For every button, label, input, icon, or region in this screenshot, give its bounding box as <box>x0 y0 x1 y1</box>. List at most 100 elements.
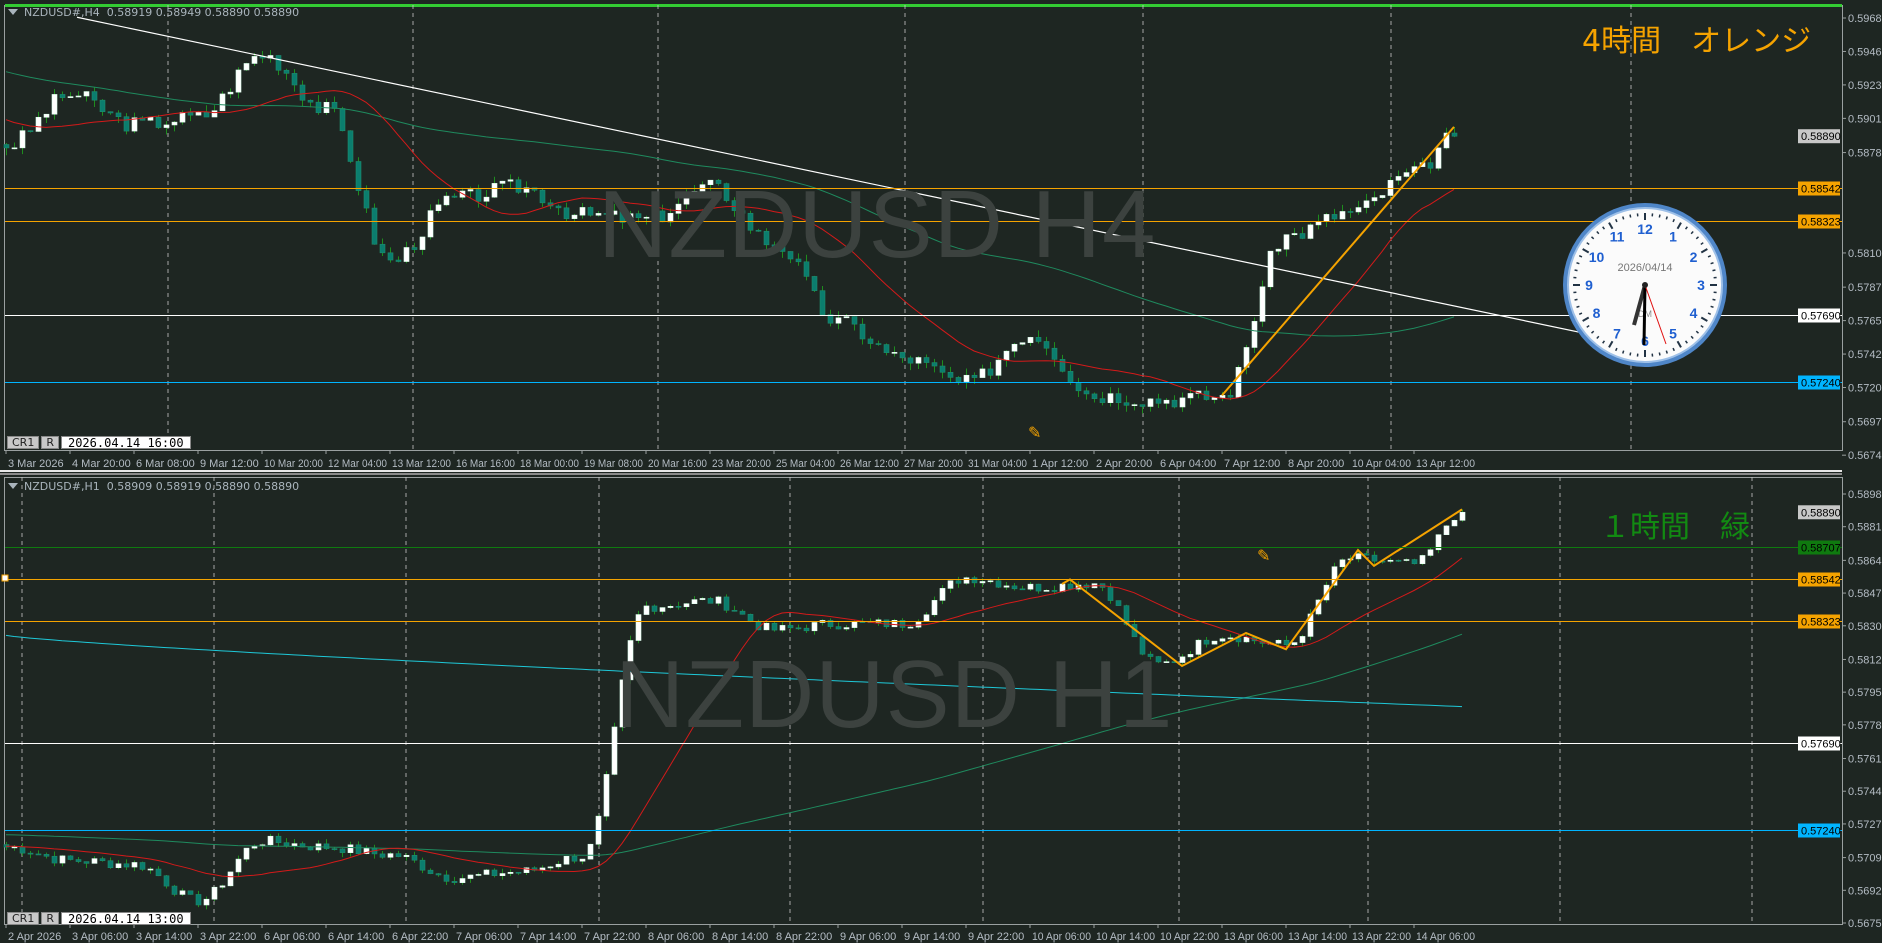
candle-bull <box>115 863 122 869</box>
clock-tick <box>1590 236 1595 240</box>
candle-bull <box>235 69 242 93</box>
clock-tick <box>1615 347 1618 352</box>
candle-bull <box>467 874 474 879</box>
analog-clock-widget[interactable]: 1212345678910112026/04/14DM <box>1560 200 1730 370</box>
candle-bull <box>1427 549 1434 556</box>
candle-bull <box>1019 342 1026 345</box>
candle-bull <box>387 853 394 858</box>
x-tick-label: 9 Apr 14:00 <box>904 931 960 943</box>
plot-frame <box>4 477 1843 925</box>
r-button[interactable]: R <box>41 436 59 449</box>
candle-bear <box>1395 559 1402 562</box>
x-tick-label: 13 Mar 12:00 <box>392 458 451 470</box>
ma-fast-line <box>5 557 1463 878</box>
candle-bear <box>339 848 346 853</box>
clock-tick <box>1590 330 1595 334</box>
chart-menu-triangle-icon[interactable] <box>8 9 18 15</box>
clock-hour-hand <box>1632 284 1647 326</box>
candle-bear <box>939 365 946 373</box>
cr1-button[interactable]: CR1 <box>7 912 40 925</box>
candle-bear <box>1155 398 1162 404</box>
candle-bear <box>1347 211 1354 213</box>
crosshair-time-field[interactable]: 2026.04.14 13:00 <box>60 912 191 925</box>
x-tick-label: 9 Mar 12:00 <box>200 458 259 470</box>
candle-bear <box>347 130 354 162</box>
candle-bull <box>419 236 426 250</box>
candle-bull <box>1219 638 1226 642</box>
candle-bear <box>987 368 994 376</box>
candle-bear <box>971 374 978 378</box>
candle-bear <box>675 605 682 608</box>
candle-bear <box>1363 553 1370 556</box>
current-price-tag <box>1798 129 1840 144</box>
candle-bear <box>155 116 162 128</box>
x-tick-label: 6 Apr 22:00 <box>392 931 448 943</box>
clock-minute-hand <box>1642 284 1647 346</box>
current-price-label: 0.58890 <box>1801 507 1841 519</box>
candle-bear <box>331 848 338 850</box>
crosshair-time-field[interactable]: 2026.04.14 16:00 <box>60 436 191 449</box>
candle-bear <box>1043 341 1050 349</box>
candle-bull <box>1387 559 1394 562</box>
x-tick-label: 18 Mar 00:00 <box>520 458 579 470</box>
candle-bull <box>1443 132 1450 149</box>
y-tick-label: 0.59235 <box>1848 80 1882 92</box>
candle-bull <box>51 94 58 115</box>
x-tick-label: 7 Apr 06:00 <box>456 931 512 943</box>
candle-bear <box>419 859 426 871</box>
candle-bear <box>619 210 626 223</box>
candle-bull <box>947 580 954 589</box>
candle-bear <box>475 189 482 202</box>
clock-tick <box>1665 350 1668 354</box>
candle-bear <box>803 627 810 632</box>
x-tick-label: 3 Mar 2026 <box>8 458 64 470</box>
candle-bear <box>539 189 546 204</box>
y-tick-label: 0.58125 <box>1848 654 1882 666</box>
candle-bear <box>35 853 42 856</box>
candle-bear <box>707 598 714 604</box>
candle-bull <box>507 179 514 182</box>
chart-header-text: NZDUSD#,H1 0.58909 0.58919 0.58890 0.588… <box>24 480 300 493</box>
candle-bull <box>347 844 354 853</box>
clock-number: 9 <box>1585 277 1593 293</box>
current-price-tag <box>1798 505 1840 520</box>
x-tick-label: 13 Apr 14:00 <box>1288 931 1347 943</box>
candle-bear <box>379 853 386 858</box>
cr1-button[interactable]: CR1 <box>7 436 40 449</box>
candle-bull <box>699 598 706 600</box>
current-price-label: 0.58890 <box>1801 131 1841 143</box>
zigzag-line <box>1061 508 1463 668</box>
x-tick-label: 10 Apr 22:00 <box>1160 931 1219 943</box>
candle-bull <box>659 607 666 612</box>
candle-bear <box>923 357 930 363</box>
candle-bull <box>1283 234 1290 250</box>
candle-bull <box>19 130 26 149</box>
candle-bull <box>1363 200 1370 208</box>
candle-bull <box>83 91 90 97</box>
candle-bull <box>235 858 242 873</box>
clock-number: 4 <box>1690 305 1698 321</box>
candle-bull <box>179 112 186 123</box>
clock-tick <box>1695 236 1700 240</box>
clock-tick <box>1684 226 1688 230</box>
clock-tick <box>1690 230 1694 235</box>
candle-bull <box>643 216 650 219</box>
y-tick-label: 0.58815 <box>1848 522 1882 534</box>
price-level-tag <box>1798 736 1840 751</box>
r-button[interactable]: R <box>41 912 59 925</box>
clock-tick <box>1707 255 1712 258</box>
chart-menu-triangle-icon[interactable] <box>8 483 18 489</box>
candle-bull <box>1395 176 1402 181</box>
candle-bear <box>195 894 202 906</box>
candle-bull <box>1291 233 1298 235</box>
candle-bull <box>811 622 818 632</box>
clock-number: 12 <box>1637 221 1653 237</box>
